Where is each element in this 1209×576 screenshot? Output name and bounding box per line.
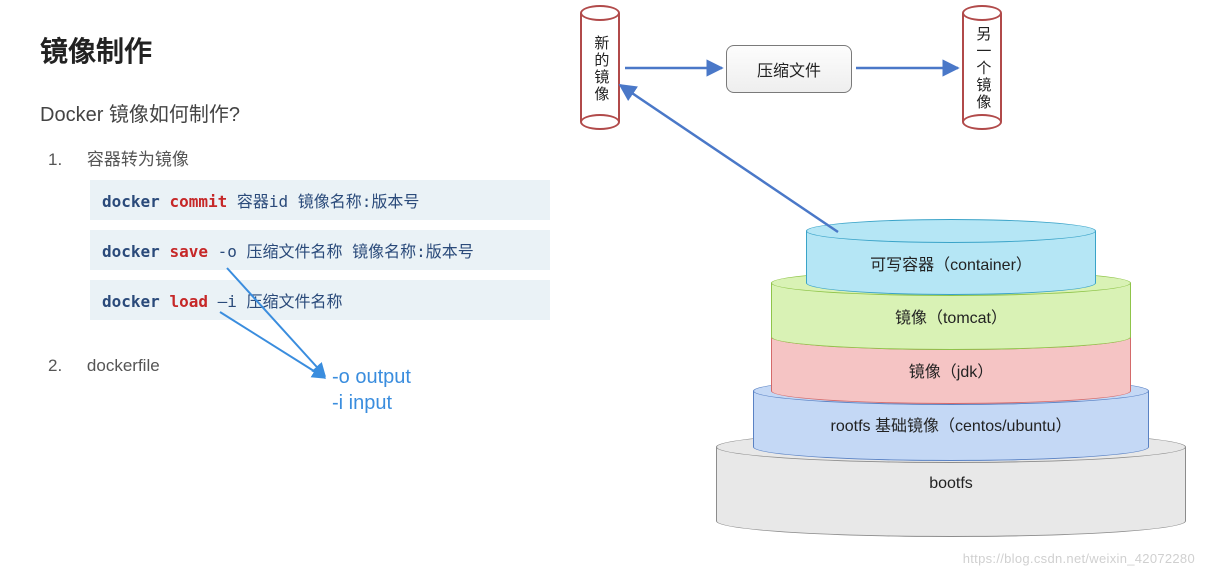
cmd1-kw: commit	[169, 192, 227, 211]
cyl-new-bottom-ellipse	[580, 114, 620, 130]
layer-label: 镜像（jdk）	[771, 358, 1131, 382]
layer-top-ellipse	[806, 219, 1096, 243]
cmd3-rest: –i 压缩文件名称	[218, 292, 343, 311]
command-load: docker load –i 压缩文件名称	[90, 280, 550, 320]
cyl-other-bottom-ellipse	[962, 114, 1002, 130]
layer-label: 镜像（tomcat）	[771, 304, 1131, 328]
cylinder-another-image: 另一个镜像	[962, 5, 1002, 130]
command-commit: docker commit 容器id 镜像名称:版本号	[90, 180, 550, 220]
command-save: docker save -o 压缩文件名称 镜像名称:版本号	[90, 230, 550, 270]
layer-label: 可写容器（container）	[806, 251, 1096, 275]
cmd1-cmd: docker	[102, 192, 160, 211]
cmd2-cmd: docker	[102, 242, 160, 261]
list-text-1: 容器转为镜像	[87, 150, 189, 169]
rect-label: 压缩文件	[757, 57, 821, 81]
stack-layer: 可写容器（container）	[806, 231, 1096, 283]
cyl-other-label: 另一个镜像	[962, 21, 1002, 116]
anno-input: -i input	[332, 390, 411, 416]
cylinder-new-image: 新的镜像	[580, 5, 620, 130]
annotation-io: -o output -i input	[332, 364, 411, 416]
list-item-2: 2. dockerfile	[48, 356, 580, 376]
list-item-1: 1. 容器转为镜像	[48, 145, 580, 170]
anno-output: -o output	[332, 364, 411, 390]
cmd3-kw: load	[169, 292, 208, 311]
cmd2-kw: save	[169, 242, 208, 261]
cyl-new-top-ellipse	[580, 5, 620, 21]
cyl-other-top-ellipse	[962, 5, 1002, 21]
list-num-2: 2.	[48, 356, 62, 375]
subtitle: Docker 镜像如何制作?	[40, 98, 580, 127]
cmd3-cmd: docker	[102, 292, 160, 311]
watermark: https://blog.csdn.net/weixin_42072280	[963, 551, 1195, 566]
list-num-1: 1.	[48, 150, 62, 169]
cyl-new-label: 新的镜像	[580, 21, 620, 116]
list-text-2: dockerfile	[87, 356, 160, 375]
page-title: 镜像制作	[40, 30, 580, 70]
layer-label: rootfs 基础镜像（centos/ubuntu）	[753, 412, 1149, 436]
cmd2-rest: -o 压缩文件名称 镜像名称:版本号	[218, 242, 474, 261]
arrow-container-to-new	[620, 85, 838, 232]
rect-compressed-file: 压缩文件	[726, 45, 852, 93]
cmd1-rest: 容器id 镜像名称:版本号	[237, 192, 420, 211]
layer-label: bootfs	[716, 475, 1186, 493]
